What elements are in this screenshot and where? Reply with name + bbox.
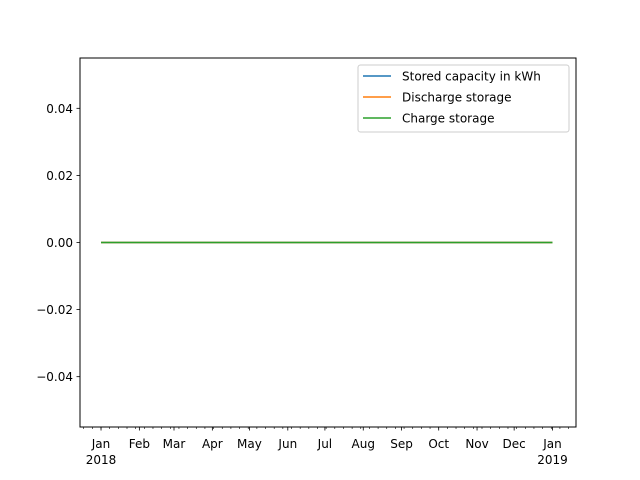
y-tick-label: 0.00 — [46, 236, 73, 250]
legend-label: Discharge storage — [402, 91, 512, 105]
x-tick-label: Oct — [428, 437, 449, 451]
x-tick-label: Dec — [503, 437, 526, 451]
legend-box — [357, 64, 570, 133]
y-tick-label: 0.02 — [46, 169, 73, 183]
y-tick-label: 0.04 — [46, 102, 73, 116]
x-tick-year-label: 2019 — [537, 453, 568, 467]
x-tick-label: Jul — [317, 437, 332, 451]
x-tick-label: Nov — [465, 437, 488, 451]
x-tick-label: Jan — [542, 437, 562, 451]
x-tick-label: Jun — [277, 437, 297, 451]
x-tick-label: Feb — [129, 437, 150, 451]
x-tick-label: Sep — [390, 437, 413, 451]
x-tick-label: Mar — [163, 437, 186, 451]
x-tick-label: Apr — [202, 437, 223, 451]
x-axis: Jan 2018 Feb Mar Apr May Jun Jul Aug Sep Oct Nov Dec… — [83, 427, 569, 467]
x-tick-label: Jan — [91, 437, 111, 451]
y-axis: 0.04 0.02 0.00 −0.02 −0.04 — [36, 102, 80, 384]
x-tick-year-label: 2018 — [86, 453, 117, 467]
x-tick-label: May — [237, 437, 262, 451]
legend-label: Charge storage — [402, 112, 494, 126]
x-tick-label: Aug — [352, 437, 375, 451]
y-tick-label: −0.02 — [36, 303, 73, 317]
plot-frame — [79, 57, 577, 428]
legend: Stored capacity in kWh Discharge storage C… — [357, 64, 570, 133]
legend-label: Stored capacity in kWh — [402, 70, 541, 84]
y-tick-label: −0.04 — [36, 370, 73, 384]
